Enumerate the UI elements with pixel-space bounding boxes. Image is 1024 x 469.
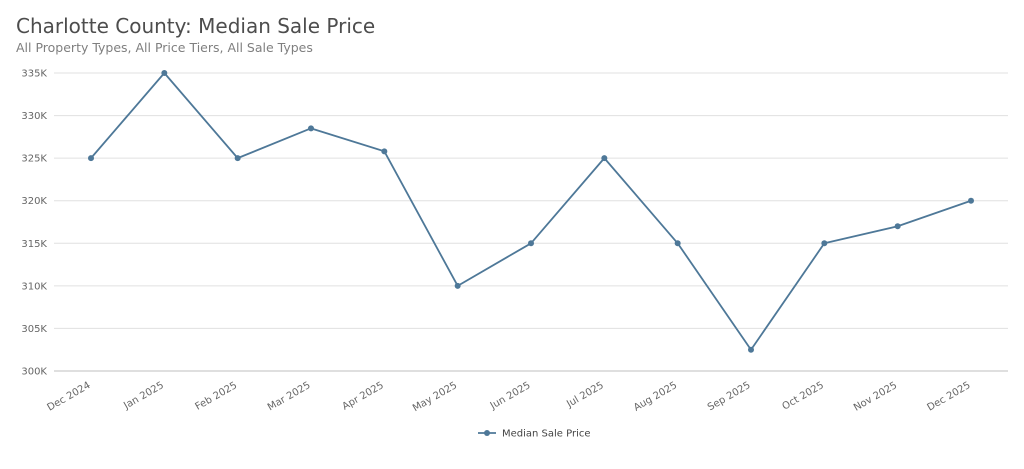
data-point[interactable] — [161, 70, 168, 76]
chart-subtitle: All Property Types, All Price Tiers, All… — [16, 40, 313, 55]
y-tick-label: 330K — [21, 111, 47, 122]
series-line — [90, 72, 972, 351]
x-tick-label: Sep 2025 — [706, 380, 753, 413]
data-point[interactable] — [821, 240, 828, 247]
x-tick-label: Feb 2025 — [194, 380, 240, 413]
y-tick-label: 315K — [21, 239, 47, 250]
data-point[interactable] — [748, 346, 754, 353]
y-axis-ticks: 300K 305K 310K 315K 320K 325K 330K 335K — [21, 69, 47, 378]
data-point[interactable] — [968, 197, 974, 204]
data-point[interactable] — [308, 125, 314, 132]
data-point[interactable] — [674, 240, 681, 247]
x-tick-label: Oct 2025 — [781, 380, 826, 412]
x-tick-label: Apr 2025 — [341, 380, 386, 412]
y-tick-label: 335K — [21, 69, 47, 80]
y-tick-label: 310K — [21, 281, 47, 292]
x-tick-label: May 2025 — [411, 380, 459, 414]
x-tick-label: Jul 2025 — [564, 380, 606, 410]
y-tick-label: 320K — [21, 196, 47, 207]
x-tick-label: Jun 2025 — [488, 380, 533, 412]
gridlines — [54, 72, 1008, 372]
x-tick-label: Dec 2024 — [45, 380, 92, 414]
data-point[interactable] — [454, 282, 461, 289]
x-tick-label: Aug 2025 — [632, 380, 679, 414]
y-tick-label: 325K — [21, 154, 47, 165]
data-point[interactable] — [381, 148, 388, 155]
data-point[interactable] — [88, 155, 94, 162]
legend[interactable]: Median Sale Price — [478, 429, 591, 440]
data-point[interactable] — [894, 223, 901, 230]
series-layer — [88, 70, 974, 353]
y-tick-label: 300K — [21, 367, 47, 378]
data-point[interactable] — [601, 155, 608, 162]
legend-dot-marker — [484, 430, 490, 436]
data-point[interactable] — [234, 155, 241, 162]
data-point[interactable] — [528, 240, 534, 247]
x-tick-label: Jan 2025 — [121, 380, 166, 412]
chart-title: Charlotte County: Median Sale Price — [16, 14, 376, 38]
x-tick-label: Nov 2025 — [852, 380, 899, 414]
y-tick-label: 305K — [21, 324, 47, 335]
legend-label[interactable]: Median Sale Price — [502, 429, 591, 440]
x-tick-label: Mar 2025 — [266, 380, 313, 413]
x-axis-ticks: Dec 2024 Jan 2025 Feb 2025 Mar 2025 Apr 2025… — [45, 380, 972, 414]
x-tick-label: Dec 2025 — [925, 380, 972, 414]
